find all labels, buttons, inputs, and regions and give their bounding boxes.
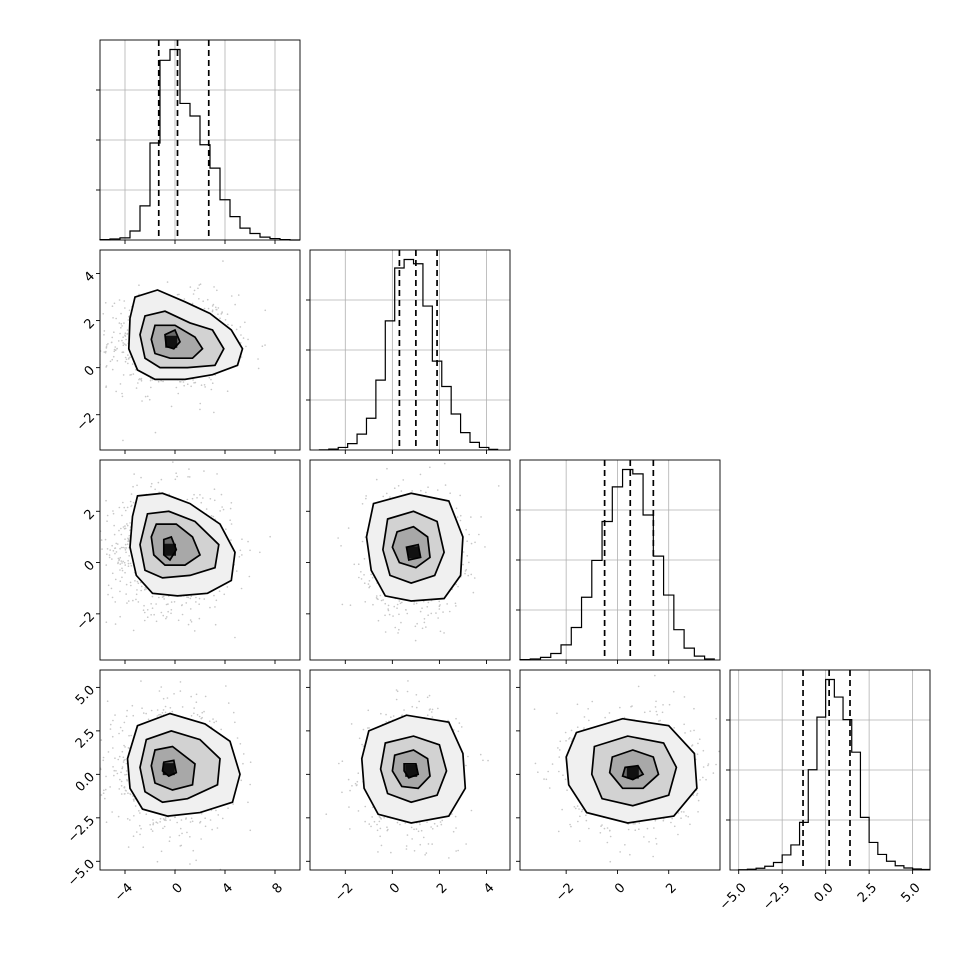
- pair-1-3-contour-0: [360, 714, 467, 824]
- x-tick-label-1-2: 2: [434, 880, 450, 896]
- pair-0-1-contour-1: [139, 310, 225, 369]
- pair-panel-1-2: [309, 459, 511, 661]
- pair-0-3-contour-1: [139, 730, 221, 804]
- x-tick-label-1-0: −2: [332, 880, 356, 904]
- pair-0-2-contour-1: [139, 510, 220, 579]
- x-tick-label-2-2: 2: [663, 880, 679, 896]
- pair-0-2-contour-3: [162, 535, 178, 562]
- x-tick-label-2-1: 0: [612, 880, 628, 896]
- hist-panel-0: [96, 39, 301, 241]
- hist-1-steps: [318, 258, 499, 451]
- x-tick-label-3-3: 2.5: [855, 880, 880, 905]
- hist-0-frame: [99, 39, 301, 241]
- y-tick-label-3-2: 0.0: [73, 770, 98, 795]
- pair-0-2-peak: [164, 543, 176, 556]
- x-tick-label-3-0: −5.0: [717, 880, 750, 913]
- x-tick-label-3-2: 0.0: [812, 880, 837, 905]
- y-tick-label-1-1: 0: [82, 363, 98, 379]
- x-tick-label-1-1: 0: [387, 880, 403, 896]
- x-tick-label-0-0: −4: [112, 880, 136, 904]
- y-tick-label-1-0: −2: [74, 410, 98, 434]
- y-tick-label-3-1: −2.5: [65, 813, 98, 846]
- pair-1-3-contour-3: [403, 763, 420, 779]
- pair-0-2-contour-0: [129, 492, 236, 597]
- x-tick-label-3-4: 5.0: [898, 880, 923, 905]
- pair-0-1-peak: [165, 335, 178, 348]
- x-tick-label-0-2: 4: [220, 880, 236, 896]
- pair-2-3-contour-3: [621, 764, 645, 781]
- pair-0-2-frame: [99, 459, 301, 661]
- pair-0-3-peak: [162, 763, 175, 776]
- x-tick-label-1-3: 4: [481, 880, 497, 896]
- hist-0-steps: [99, 48, 300, 241]
- pair-0-1-frame: [99, 249, 301, 451]
- pair-0-1-contour-0: [127, 289, 244, 381]
- pair-2-3-contour-2: [608, 749, 660, 790]
- pair-0-1-contour-2: [150, 324, 204, 360]
- y-tick-label-3-0: −5.0: [65, 857, 98, 890]
- x-tick-label-0-3: 8: [270, 880, 286, 896]
- pair-panel-0-2: [99, 459, 301, 661]
- x-tick-label-0-1: 0: [170, 880, 186, 896]
- pair-1-3-contour-2: [391, 749, 431, 790]
- pair-1-2-contour-0: [365, 492, 464, 602]
- hist-panel-3: [726, 669, 931, 871]
- y-tick-label-2-1: 0: [82, 558, 98, 574]
- x-tick-label-2-0: −2: [553, 880, 577, 904]
- pair-1-3-peak: [405, 764, 418, 777]
- pair-2-3-contour-1: [590, 735, 678, 807]
- pair-1-2-contour-3: [405, 543, 422, 562]
- pair-2-3-frame: [519, 669, 721, 871]
- hist-1-frame: [309, 249, 511, 451]
- hist-3-steps: [738, 678, 930, 871]
- y-tick-label-1-3: 4: [82, 269, 98, 285]
- pair-0-1-contour-3: [164, 328, 181, 350]
- pair-panel-1-3: [309, 669, 511, 871]
- y-tick-label-3-4: 5.0: [73, 683, 98, 708]
- pair-1-2-contour-2: [391, 525, 431, 569]
- hist-2-steps: [519, 468, 715, 661]
- pair-1-2-frame: [309, 459, 511, 661]
- pair-panel-2-3: [519, 669, 721, 871]
- pair-1-3-frame: [309, 669, 511, 871]
- pair-0-3-frame: [99, 669, 301, 871]
- pair-2-3-contour-0: [565, 717, 698, 824]
- pair-0-3-contour-0: [126, 712, 241, 817]
- y-tick-label-3-3: 2.5: [73, 726, 98, 751]
- hist-3-frame: [729, 669, 931, 871]
- y-tick-label-2-0: −2: [74, 609, 98, 633]
- hist-2-frame: [519, 459, 721, 661]
- y-tick-label-2-2: 2: [82, 507, 98, 523]
- pair-panel-0-1: [99, 249, 301, 451]
- pair-2-3-peak: [626, 766, 639, 779]
- pair-panel-0-3: [99, 669, 301, 871]
- pair-0-3-contour-2: [150, 745, 196, 791]
- pair-0-3-contour-3: [161, 759, 178, 778]
- hist-panel-2: [516, 459, 721, 661]
- pair-1-2-contour-1: [382, 510, 445, 584]
- pair-1-3-contour-1: [379, 735, 448, 804]
- hist-panel-1: [306, 249, 511, 451]
- pair-0-2-contour-2: [150, 523, 202, 566]
- y-tick-label-1-2: 2: [82, 316, 98, 332]
- pair-1-2-peak: [407, 546, 420, 559]
- x-tick-label-3-1: −2.5: [760, 880, 793, 913]
